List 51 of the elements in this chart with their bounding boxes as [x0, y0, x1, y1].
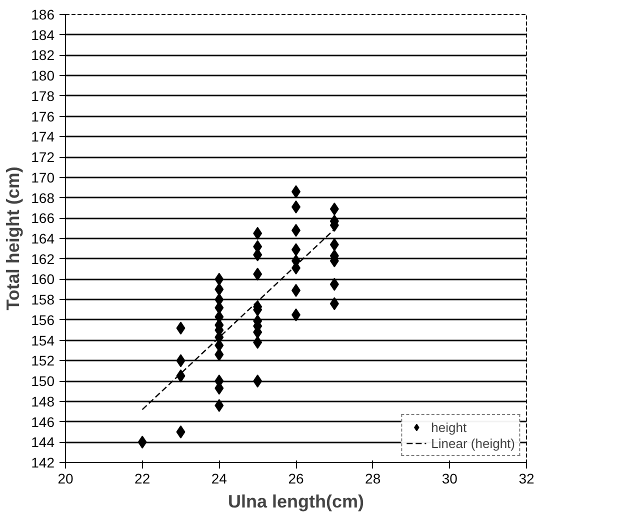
y-tick-label: 180 [31, 68, 55, 84]
x-tick-label: 24 [211, 470, 228, 486]
y-tick-label: 154 [31, 332, 55, 348]
y-tick-label: 160 [31, 271, 55, 288]
x-tick-label: 28 [365, 470, 381, 486]
y-tick-label: 184 [31, 26, 55, 43]
y-tick-label: 150 [31, 373, 55, 390]
x-tick-label: 32 [518, 470, 534, 486]
y-tick-label: 162 [31, 250, 55, 267]
x-tick-label: 20 [58, 470, 74, 486]
point [214, 282, 224, 296]
y-tick-label: 170 [31, 169, 55, 186]
y-tick-label: 174 [31, 128, 55, 145]
y-tick-label: 164 [31, 230, 55, 246]
x-tick-label: 30 [442, 470, 458, 486]
y-tick-label: 182 [31, 47, 55, 64]
y-tick-label: 168 [31, 190, 55, 206]
legend-label: Linear (height) [431, 435, 515, 451]
x-tick-label: 26 [288, 470, 304, 486]
y-tick-label: 176 [31, 108, 55, 124]
point [176, 369, 186, 382]
y-tick-label: 146 [31, 414, 55, 430]
y-tick-label: 186 [31, 6, 55, 22]
y-tick-label: 142 [31, 454, 55, 470]
point [253, 336, 262, 349]
y-tick-label: 172 [31, 149, 55, 166]
point [214, 272, 224, 286]
point [214, 348, 224, 362]
point [138, 436, 147, 449]
point [330, 238, 339, 252]
y-tick-label: 152 [31, 352, 55, 369]
y-tick-label: 148 [31, 393, 55, 410]
point [253, 374, 262, 388]
x-axis-title: Ulna length(cm) [228, 492, 364, 512]
point [176, 322, 186, 335]
y-tick-label: 166 [31, 210, 55, 226]
point [330, 202, 339, 216]
point [330, 297, 339, 310]
point [330, 278, 339, 291]
y-tick-label: 144 [31, 434, 55, 450]
x-tick-label: 22 [134, 470, 150, 486]
point [176, 425, 186, 438]
point [214, 398, 224, 412]
y-tick-label: 158 [31, 292, 55, 308]
y-tick-label: 156 [31, 312, 55, 328]
point [253, 226, 262, 240]
legend-label: height [431, 419, 467, 435]
y-tick-label: 178 [31, 88, 55, 104]
y-axis-title: Total height (cm) [3, 166, 24, 310]
point [253, 268, 262, 281]
point [176, 354, 186, 368]
